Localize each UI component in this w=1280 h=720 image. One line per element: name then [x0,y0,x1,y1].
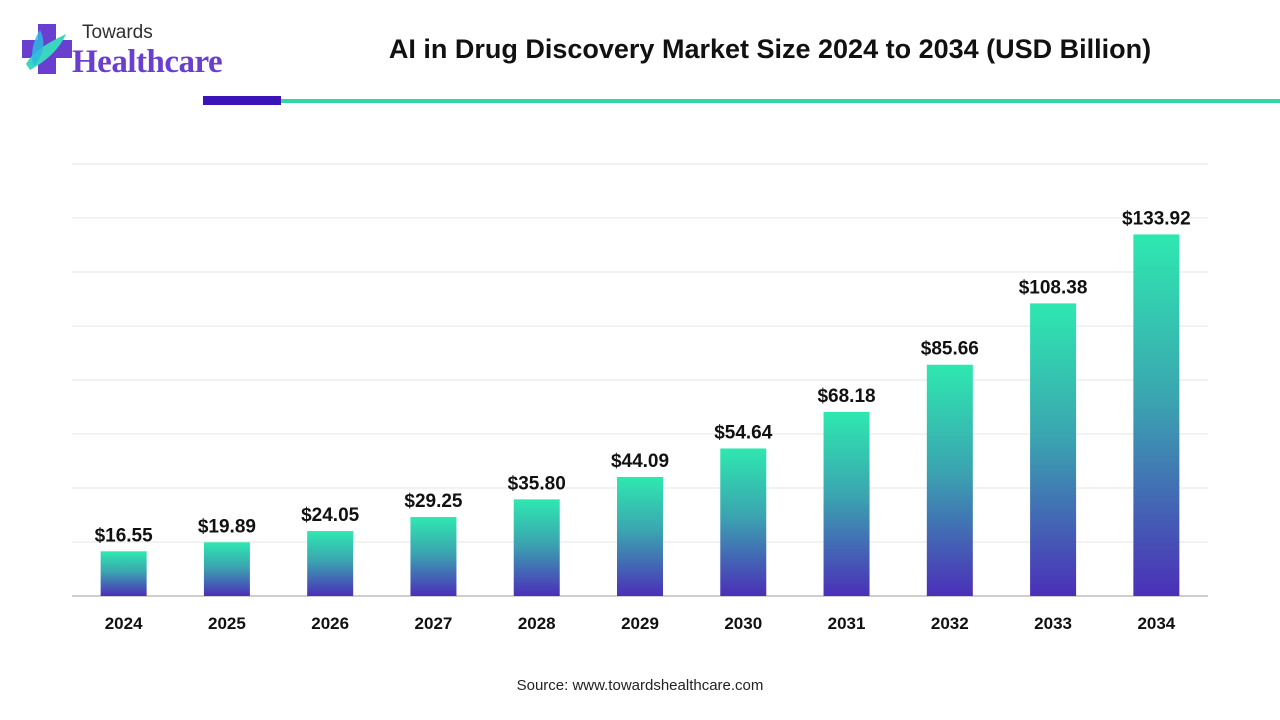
medical-cross-icon [22,24,72,74]
data-label-2031: $68.18 [817,386,875,407]
bar-2026 [307,531,354,596]
x-tick-label-2026: 2026 [311,614,349,633]
chart-title: AI in Drug Discovery Market Size 2024 to… [388,34,1152,64]
value-labels: $16.55 $19.89 $24.05 $29.25 $35.80 $44.09 $54.… [95,208,1191,546]
data-label-2034: $133.92 [1122,208,1191,229]
bar-2034 [1133,234,1180,596]
bar-2029 [617,476,663,596]
bars [100,234,1180,596]
brand-logo: Towards Healthcare [20,20,250,84]
logo-wordmark-bottom: Healthcare [72,44,223,80]
x-tick-label-2025: 2025 [208,614,246,633]
x-tick-label-2024: 2024 [105,614,143,633]
x-axis-ticks: 2024 2025 2026 2027 2028 2029 2030 2031 2032 2033… [105,614,1176,633]
bar-2030 [720,448,767,596]
bar-2028 [513,499,560,596]
header-accent-bar [203,96,281,105]
bar-2031 [823,411,870,596]
source-note: Source: www.towardshealthcare.com [516,677,764,694]
data-label-2033: $108.38 [1019,277,1088,298]
x-tick-label-2028: 2028 [518,614,556,633]
data-label-2032: $85.66 [921,339,979,360]
data-label-2030: $54.64 [714,422,773,443]
bar-2032 [926,364,973,596]
header-divider-line [281,99,1280,103]
x-tick-label-2031: 2031 [828,614,866,633]
data-label-2027: $29.25 [404,491,463,512]
data-label-2024: $16.55 [95,525,154,546]
data-label-2025: $19.89 [198,516,256,537]
x-tick-label-2030: 2030 [724,614,762,633]
data-label-2029: $44.09 [611,451,669,472]
x-tick-label-2027: 2027 [415,614,453,633]
bar-2025 [203,542,250,596]
x-tick-label-2034: 2034 [1137,614,1175,633]
bar-2033 [1030,303,1077,596]
data-label-2026: $24.05 [301,505,360,526]
x-tick-label-2033: 2033 [1034,614,1072,633]
bar-2024 [100,551,147,596]
x-tick-label-2029: 2029 [621,614,659,633]
data-label-2028: $35.80 [508,473,566,494]
x-tick-label-2032: 2032 [931,614,969,633]
bar-2027 [410,517,457,596]
logo-wordmark-top: Towards [82,22,153,43]
